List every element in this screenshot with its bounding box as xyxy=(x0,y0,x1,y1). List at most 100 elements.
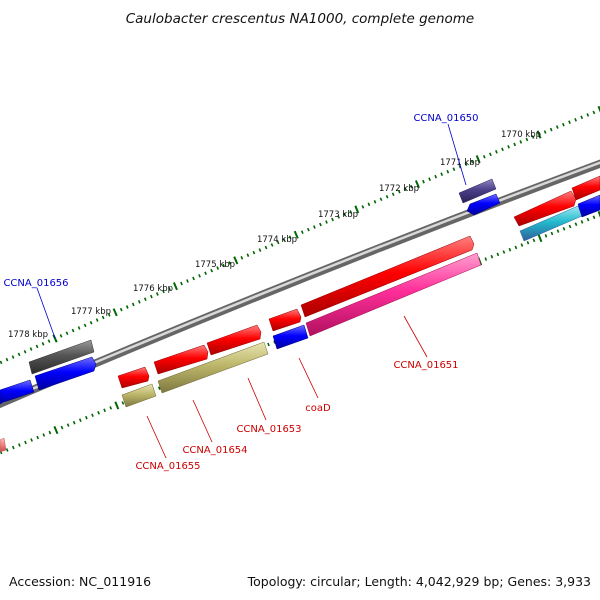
minor-tick xyxy=(519,140,523,144)
minor-tick xyxy=(544,234,548,238)
minor-tick xyxy=(101,315,105,320)
gene-ccna-01653-red[interactable] xyxy=(206,324,262,356)
scale-ticks xyxy=(0,105,600,365)
minor-tick xyxy=(30,438,33,442)
scale-labels: 1770 kbp 1771 kbp 1772 kbp 1773 kbp 1774… xyxy=(8,130,541,340)
gene-ccna-01656-gray[interactable] xyxy=(28,339,95,375)
gene-pink[interactable] xyxy=(305,252,482,337)
minor-tick xyxy=(65,331,69,336)
gene-olive-small[interactable] xyxy=(121,383,157,408)
gene-reverse-blue-left[interactable] xyxy=(0,379,35,405)
minor-tick xyxy=(11,355,15,359)
major-tick xyxy=(354,205,360,214)
minor-tick xyxy=(555,125,559,129)
minor-tick xyxy=(228,261,232,265)
leader-ccna-01656 xyxy=(36,287,56,339)
minor-tick xyxy=(192,276,195,281)
minor-tick xyxy=(592,110,596,115)
minor-tick xyxy=(131,302,135,307)
minor-tick xyxy=(482,154,486,159)
gene-ccna-01654-red[interactable] xyxy=(153,344,209,375)
gene-ccna-01655-red[interactable] xyxy=(117,366,150,389)
minor-tick xyxy=(264,245,268,250)
minor-tick xyxy=(276,240,280,245)
gene-label[interactable]: coaD xyxy=(305,403,331,414)
minor-tick xyxy=(428,177,431,181)
minor-tick xyxy=(143,297,147,301)
gene-label[interactable]: CCNA_01650 xyxy=(413,113,478,124)
minor-tick xyxy=(549,127,553,132)
minor-tick xyxy=(562,122,565,127)
minor-tick xyxy=(422,179,425,184)
leader-coad xyxy=(298,357,319,399)
minor-tick xyxy=(5,448,9,452)
minor-tick xyxy=(240,255,244,260)
minor-tick xyxy=(502,250,506,254)
gene-reverse-blue-right[interactable] xyxy=(466,193,501,216)
minor-tick xyxy=(89,320,93,325)
minor-tick xyxy=(155,292,159,296)
gene-label[interactable]: CCNA_01656 xyxy=(3,278,68,289)
gene-label[interactable]: CCNA_01655 xyxy=(135,461,200,472)
gene-coad-red[interactable] xyxy=(268,308,302,332)
minor-tick xyxy=(349,210,353,214)
minor-tick xyxy=(204,271,207,276)
minor-tick xyxy=(508,247,512,252)
gene-reverse-blue-mid[interactable] xyxy=(272,324,309,350)
minor-tick xyxy=(319,222,322,227)
minor-tick xyxy=(41,341,45,346)
minor-tick xyxy=(119,307,123,312)
minor-tick xyxy=(586,113,590,117)
minor-tick xyxy=(198,274,201,278)
scale-label: 1776 kbp xyxy=(133,284,173,294)
minor-tick xyxy=(325,220,328,224)
minor-tick xyxy=(525,137,529,142)
minor-tick xyxy=(36,435,40,440)
gene-label[interactable]: CCNA_01654 xyxy=(182,445,247,456)
gene-reverse-blue[interactable] xyxy=(34,356,97,391)
major-tick xyxy=(475,155,481,164)
minor-tick xyxy=(568,120,571,124)
minor-tick xyxy=(0,360,3,365)
gene-label[interactable]: CCNA_01653 xyxy=(236,424,301,435)
minor-tick xyxy=(501,147,504,152)
minor-tick xyxy=(514,245,518,250)
minor-tick xyxy=(5,357,9,362)
map-title: Caulobacter crescentus NA1000, complete … xyxy=(126,11,475,27)
minor-tick xyxy=(385,194,389,199)
scale-label: 1773 kbp xyxy=(318,210,358,220)
minor-tick xyxy=(66,423,70,427)
minor-tick xyxy=(35,344,39,349)
minor-tick xyxy=(85,415,88,420)
minor-tick xyxy=(162,289,165,294)
leader-ccna-01654 xyxy=(192,399,213,443)
gene-olive-long[interactable] xyxy=(157,341,269,394)
major-tick xyxy=(536,130,542,139)
gene-ccna-01650-purple[interactable] xyxy=(458,178,497,204)
gene-label[interactable]: CCNA_01651 xyxy=(393,360,458,371)
minor-tick xyxy=(592,215,596,220)
gene-salmon-edge[interactable] xyxy=(0,437,7,453)
gene-ccna-01651-red[interactable] xyxy=(300,235,475,318)
major-tick xyxy=(414,180,420,189)
minor-tick xyxy=(556,229,560,233)
leader-ccna-01653 xyxy=(247,377,267,421)
minor-tick xyxy=(282,238,286,242)
minor-tick xyxy=(23,349,27,354)
gene-reverse-blue-edge[interactable] xyxy=(577,194,600,218)
minor-tick xyxy=(168,286,171,291)
minor-tick xyxy=(397,189,401,194)
minor-tick xyxy=(464,162,468,166)
gene-forward-red-edge[interactable] xyxy=(571,175,600,201)
minor-tick xyxy=(48,430,52,435)
minor-tick xyxy=(403,187,407,191)
minor-tick xyxy=(306,227,310,232)
minor-tick xyxy=(137,300,141,304)
minor-tick xyxy=(580,115,584,120)
minor-tick xyxy=(71,328,75,333)
minor-tick xyxy=(59,334,63,338)
minor-tick xyxy=(470,159,474,164)
gene-forward-red[interactable] xyxy=(513,190,577,227)
minor-tick xyxy=(574,222,578,226)
minor-tick xyxy=(391,192,395,197)
